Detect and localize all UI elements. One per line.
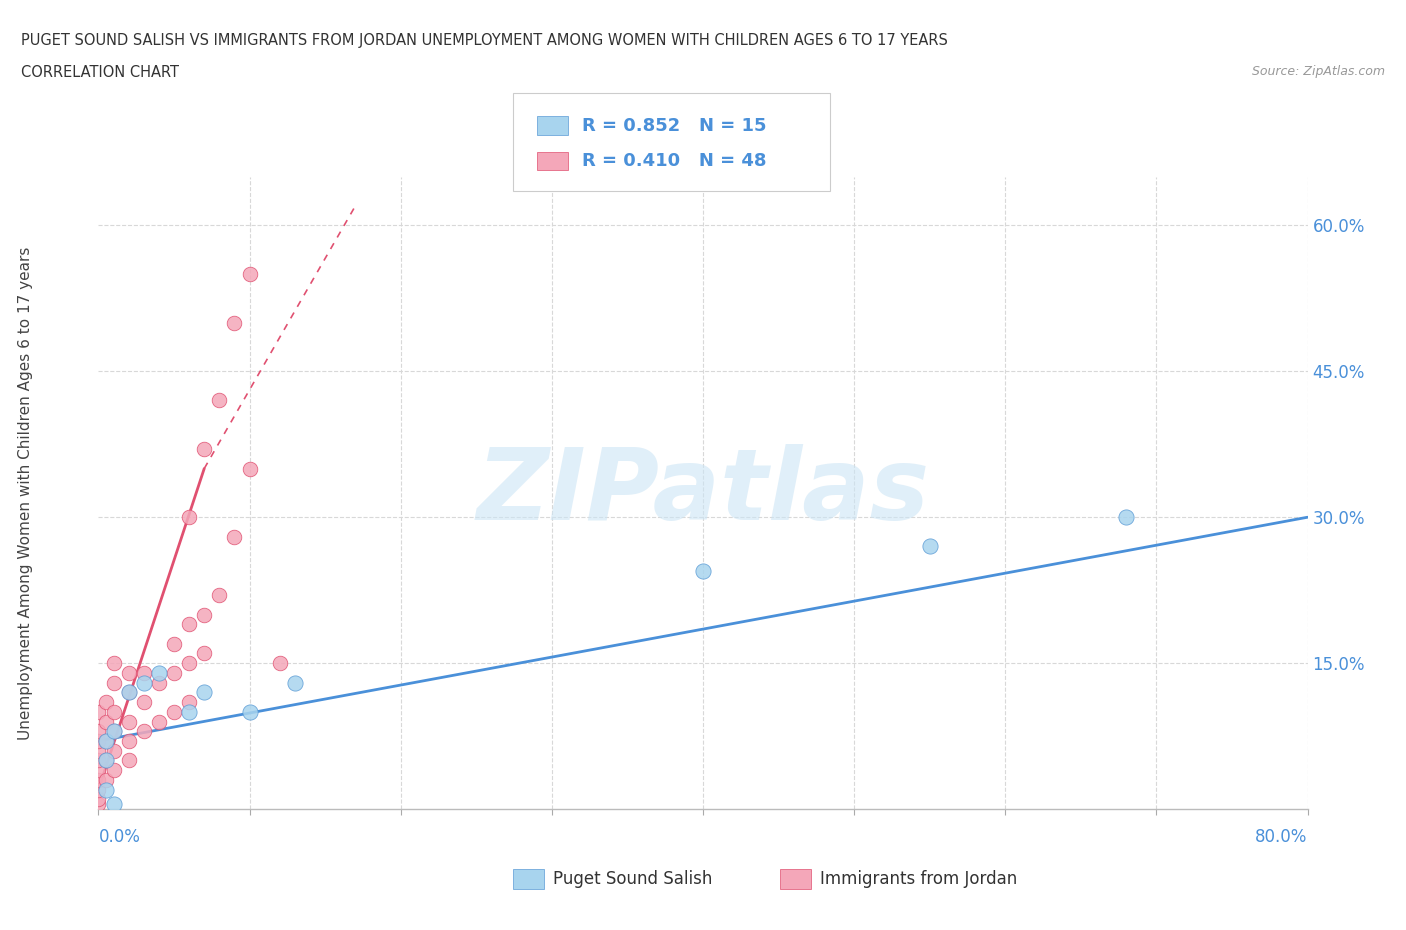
Point <box>118 684 141 699</box>
Text: R = 0.852   N = 15: R = 0.852 N = 15 <box>582 116 766 135</box>
Point <box>87 753 110 768</box>
Point <box>193 607 215 622</box>
Point <box>132 695 155 710</box>
Point <box>239 461 262 476</box>
Point <box>163 704 186 719</box>
Point <box>163 636 186 651</box>
Point <box>177 617 201 631</box>
Point <box>177 656 201 671</box>
Point <box>94 773 117 788</box>
Point <box>103 704 125 719</box>
Point <box>87 743 110 758</box>
Text: ZIPatlas: ZIPatlas <box>477 445 929 541</box>
Point <box>269 656 291 671</box>
Point <box>94 734 117 749</box>
Point <box>103 724 125 738</box>
Point <box>87 724 110 738</box>
Point <box>87 782 110 797</box>
Point <box>208 588 231 603</box>
Point <box>87 763 110 777</box>
Point <box>239 704 262 719</box>
Point <box>148 714 170 729</box>
Point <box>193 442 215 457</box>
Point <box>118 714 141 729</box>
Point <box>103 675 125 690</box>
Point <box>1115 510 1137 525</box>
Text: CORRELATION CHART: CORRELATION CHART <box>21 65 179 80</box>
Text: 0.0%: 0.0% <box>98 828 141 845</box>
Point <box>94 782 117 797</box>
Text: Unemployment Among Women with Children Ages 6 to 17 years: Unemployment Among Women with Children A… <box>18 246 32 739</box>
Point <box>224 315 246 330</box>
Point <box>118 753 141 768</box>
Text: R = 0.410   N = 48: R = 0.410 N = 48 <box>582 152 766 170</box>
Point <box>193 684 215 699</box>
Point <box>132 675 155 690</box>
Point <box>118 666 141 681</box>
Point <box>118 734 141 749</box>
Point <box>94 753 117 768</box>
Text: Puget Sound Salish: Puget Sound Salish <box>553 870 711 888</box>
Point <box>918 539 941 554</box>
Point <box>118 684 141 699</box>
Point <box>103 656 125 671</box>
Point <box>103 763 125 777</box>
Point <box>94 753 117 768</box>
Point <box>103 743 125 758</box>
Point <box>148 666 170 681</box>
Text: Source: ZipAtlas.com: Source: ZipAtlas.com <box>1251 65 1385 78</box>
Point <box>87 773 110 788</box>
Point <box>177 704 201 719</box>
Point <box>103 724 125 738</box>
Point <box>163 666 186 681</box>
Point <box>692 564 714 578</box>
Point <box>132 724 155 738</box>
Point <box>224 529 246 544</box>
Point <box>148 675 170 690</box>
Text: 80.0%: 80.0% <box>1256 828 1308 845</box>
Point <box>177 510 201 525</box>
Text: Immigrants from Jordan: Immigrants from Jordan <box>820 870 1017 888</box>
Point <box>87 704 110 719</box>
Point <box>87 792 110 807</box>
Point <box>87 797 110 812</box>
Text: PUGET SOUND SALISH VS IMMIGRANTS FROM JORDAN UNEMPLOYMENT AMONG WOMEN WITH CHILD: PUGET SOUND SALISH VS IMMIGRANTS FROM JO… <box>21 33 948 47</box>
Point <box>103 797 125 812</box>
Point <box>94 714 117 729</box>
Point <box>94 734 117 749</box>
Point <box>87 734 110 749</box>
Point <box>177 695 201 710</box>
Point <box>94 695 117 710</box>
Point <box>132 666 155 681</box>
Point <box>208 393 231 408</box>
Point <box>193 646 215 661</box>
Point <box>239 267 262 282</box>
Point <box>284 675 307 690</box>
